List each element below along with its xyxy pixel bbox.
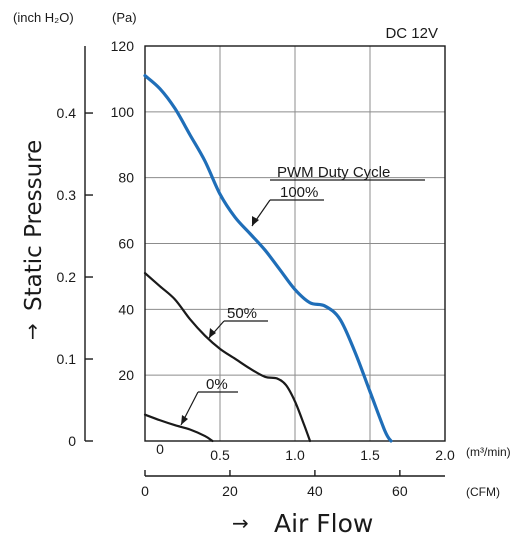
y-pa-tick-label: 20 [118,367,134,383]
x-m3-tick-label: 0.5 [210,447,230,463]
leader-100-arrowhead [252,216,259,226]
y-pa-tick-label: 80 [118,170,134,186]
series-curve-100pct [143,74,393,443]
y-pa-tick-label: 40 [118,301,134,317]
x-unit-cfm-label: (CFM) [466,485,500,499]
x-m3-tick-label: 1.5 [360,447,380,463]
leader-50-arrowhead [209,328,216,338]
y-axis-label: Static Pressure [21,140,47,311]
tick-labels: 0.5 1.0 1.5 2.0 20 40 60 80 100 120 [111,38,455,463]
y-pa-tick-label: 100 [111,104,135,120]
legend-title: PWM Duty Cycle [277,164,390,181]
label-0: 0% [206,376,228,393]
x-m3-tick-label: 2.0 [435,447,455,463]
leader-0-arrowhead [181,415,188,425]
label-50: 50% [227,305,257,322]
y-inch-tick-label: 0 [68,433,76,449]
y-inch-tick-label: 0.1 [57,351,77,367]
x-axis-label: Air Flow [274,509,373,538]
x-m3-tick-label: 1.0 [285,447,305,463]
x-cfm-tick-label: 40 [307,483,323,499]
y-inch-tick-label: 0.2 [57,269,77,285]
condition-label: DC 12V [385,25,438,42]
y-unit-inch-label: (inch H₂O) [13,10,74,25]
x-cfm-tick-label: 20 [222,483,238,499]
pa-zero-label: 0 [156,441,164,457]
y-axis-arrow: → [20,323,44,340]
plot-frame [144,45,446,442]
y-pa-tick-label: 120 [111,38,135,54]
x-axis-arrow: → [232,511,249,535]
x-axis-cfm: 0 20 40 60 [141,470,445,499]
y-axis-title: → Static Pressure [20,140,47,340]
x-axis-title: → Air Flow [232,509,373,538]
series-curve-0pct [143,413,214,443]
curves-layer [143,74,393,443]
label-100: 100% [280,184,318,201]
plot-grid [145,46,445,441]
y-inch-tick-label: 0.4 [57,105,77,121]
y-pa-tick-label: 60 [118,236,134,252]
y-unit-pa-label: (Pa) [112,10,137,25]
x-unit-m3-label: (m³/min) [466,445,511,459]
series-curve-50pct [143,272,312,443]
y-inch-tick-label: 0.3 [57,187,77,203]
x-cfm-tick-label: 0 [141,483,149,499]
x-cfm-tick-label: 60 [392,483,408,499]
y-axis-inch: 0 0.1 0.2 0.3 0.4 [57,46,93,449]
legend: PWM Duty Cycle 100% 50% 0% [180,164,425,426]
